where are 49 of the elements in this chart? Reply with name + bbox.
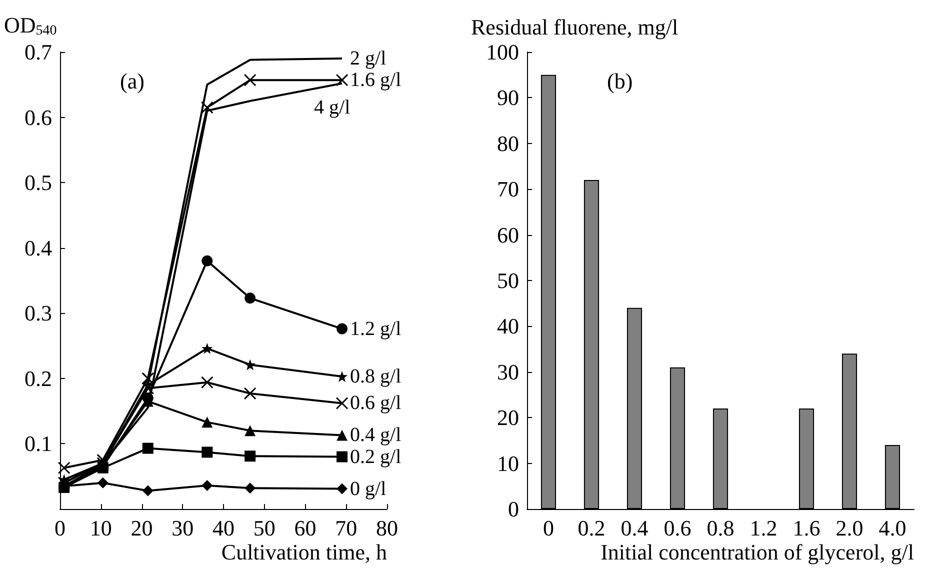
x-tick-label: 50: [253, 516, 276, 540]
y-tick-label: 90: [497, 85, 519, 110]
x-tick-label: 0.2: [578, 516, 606, 540]
y-tick-label: 0.1: [24, 431, 52, 456]
x-tick-label: 60: [294, 516, 316, 540]
x-tick-label: 40: [212, 516, 234, 540]
y-tick-label: 30: [497, 359, 519, 384]
y-tick-label: 0.6: [24, 104, 52, 130]
x-tick-label: 1.2: [750, 516, 778, 540]
annotation: (a): [120, 68, 144, 94]
x-axis-title: Cultivation time, h: [221, 540, 387, 564]
series-label: 2 g/l: [350, 48, 387, 70]
y-tick-label: 0.7: [24, 40, 52, 64]
y-tick-label: 100: [486, 40, 519, 64]
x-tick-label: 70: [335, 516, 358, 540]
series-label: 0.2 g/l: [350, 446, 402, 468]
x-tick-label: 4.0: [878, 516, 906, 540]
x-tick-label: 20: [130, 516, 153, 540]
series-label: 0 g/l: [350, 478, 387, 500]
y-tick-label: 10: [497, 450, 519, 476]
x-tick-label: 80: [376, 516, 398, 540]
y-axis-title: Residual fluorene, mg/l: [471, 14, 678, 40]
series-label: 4 g/l: [314, 96, 351, 118]
series-label: 1.6 g/l: [350, 69, 402, 92]
x-tick-label: 30: [172, 516, 194, 540]
x-tick-label: 0.8: [706, 516, 734, 540]
y-tick-label: 70: [497, 176, 519, 202]
series-label: 0.8 g/l: [350, 365, 402, 388]
series-label: 1.2 g/l: [350, 318, 402, 340]
y-tick-label: 40: [497, 314, 519, 339]
y-tick-label: 0.4: [24, 235, 52, 260]
x-axis-title: Initial concentration of glycerol, g/l: [600, 540, 914, 564]
y-tick-label: 0: [508, 496, 519, 522]
y-tick-label: 0.5: [24, 170, 52, 196]
y-tick-label: 0.3: [24, 300, 52, 326]
x-tick-label: 0.4: [620, 516, 648, 540]
x-tick-label: 0: [543, 516, 554, 540]
x-tick-label: 2.0: [836, 516, 864, 540]
x-tick-label: 10: [90, 516, 112, 540]
annotation: (b): [607, 68, 633, 94]
y-tick-label: 80: [497, 130, 519, 156]
x-tick-label: 1.6: [792, 516, 820, 540]
y-tick-label: 0.2: [24, 366, 52, 391]
x-tick-label: 0.6: [664, 516, 692, 540]
series-label: 0.4 g/l: [350, 424, 402, 446]
y-tick-label: 20: [497, 405, 519, 430]
series-label: 0.6 g/l: [350, 392, 402, 414]
y-tick-label: 60: [497, 222, 519, 248]
y-tick-label: 50: [497, 268, 519, 293]
